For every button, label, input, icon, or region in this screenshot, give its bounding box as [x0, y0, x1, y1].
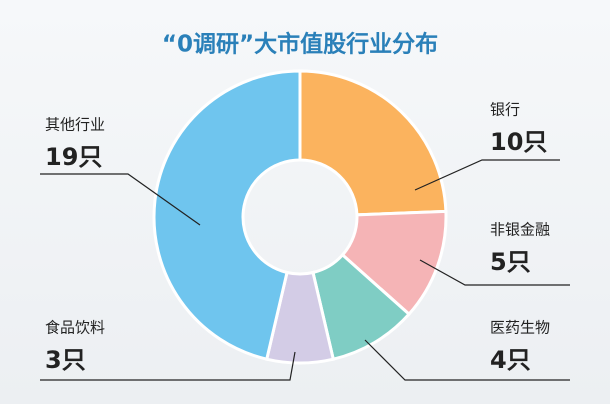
leader-line	[364, 339, 570, 381]
value-label: 5只	[490, 248, 531, 276]
value-label: 10只	[490, 128, 547, 156]
value-label: 3只	[45, 346, 86, 374]
category-label: 非银金融	[490, 221, 550, 239]
category-label: 食品饮料	[45, 319, 105, 337]
donut-slice	[152, 69, 302, 361]
category-label: 医药生物	[490, 319, 550, 337]
donut-slice	[340, 209, 448, 317]
leader-line	[40, 351, 296, 381]
leader-line	[40, 173, 201, 226]
donut-slice	[298, 69, 448, 217]
category-label: 其他行业	[45, 116, 105, 134]
leader-line	[419, 259, 570, 286]
category-label: 银行	[490, 101, 520, 119]
value-label: 4只	[490, 346, 531, 374]
chart-title: “0调研”大市值股行业分布	[162, 31, 438, 58]
value-label: 19只	[45, 143, 102, 171]
leader-line	[414, 159, 560, 191]
